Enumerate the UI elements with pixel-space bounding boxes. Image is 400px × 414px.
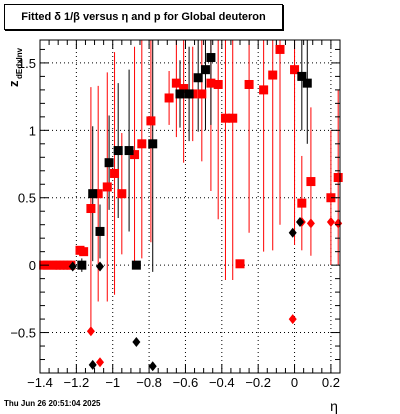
- square-marker: [146, 116, 156, 126]
- diamond-marker: [148, 361, 157, 372]
- square-marker: [171, 78, 181, 88]
- square-marker: [228, 113, 238, 123]
- diamond-marker: [96, 357, 104, 368]
- square-marker: [164, 93, 174, 103]
- diamond-marker: [68, 261, 77, 272]
- square-marker: [179, 84, 189, 94]
- diamond-marker: [86, 326, 95, 337]
- y-axis-label: z: [6, 80, 21, 87]
- diamond-marker: [306, 218, 315, 229]
- square-marker: [131, 260, 141, 270]
- square-marker: [110, 168, 120, 178]
- x-tick-label: 0.2: [322, 375, 340, 390]
- square-marker: [206, 53, 216, 63]
- diamond-marker: [288, 314, 297, 325]
- square-marker: [137, 139, 147, 149]
- y-tick-label: 1.5: [18, 56, 36, 71]
- square-marker: [326, 193, 336, 203]
- x-tick-label: 0: [291, 375, 298, 390]
- square-marker: [235, 259, 245, 269]
- diamond-marker: [326, 217, 335, 228]
- square-marker: [333, 173, 343, 183]
- square-marker: [102, 182, 112, 192]
- square-marker: [197, 89, 207, 99]
- chart-title: Fitted δ 1/β versus η and p for Global d…: [4, 4, 283, 30]
- x-tick-label: −0.8: [136, 375, 162, 390]
- square-marker: [193, 73, 203, 83]
- square-marker: [104, 158, 114, 168]
- square-marker: [113, 146, 123, 156]
- x-tick-label: −1.4: [27, 375, 53, 390]
- square-marker: [297, 198, 307, 208]
- square-marker: [302, 78, 312, 88]
- square-marker: [86, 204, 96, 214]
- square-marker: [184, 89, 194, 99]
- square-marker: [93, 189, 103, 199]
- square-marker: [213, 79, 223, 89]
- x-tick-label: −0.4: [209, 375, 235, 390]
- diamond-marker: [96, 261, 104, 272]
- y-tick-label: −0.5: [10, 326, 36, 341]
- y-tick-label: 1: [29, 123, 36, 138]
- x-tick-label: −1.2: [64, 375, 90, 390]
- error-bars: [43, 40, 339, 330]
- x-tick-label: −0.2: [245, 375, 271, 390]
- diamond-marker: [334, 218, 343, 229]
- square-marker: [220, 113, 230, 123]
- square-marker: [275, 44, 285, 54]
- footer-timestamp: Thu Jun 26 20:51:04 2025: [4, 399, 101, 408]
- plot-frame: [39, 39, 341, 374]
- diamond-marker: [88, 359, 97, 370]
- square-marker: [77, 260, 87, 270]
- square-marker: [130, 150, 140, 160]
- y-tick-label: 0: [29, 258, 36, 273]
- axes: −1.4 −1.2 −1 −0.8 −0.6 −0.4 −0.2 0 0.2 −0.5 0 0.5 1 1…: [10, 39, 341, 390]
- square-marker: [200, 65, 210, 75]
- y-axis-label-group: z dEdxInv: [6, 47, 24, 87]
- x-tick-label: −1: [105, 375, 120, 390]
- diamond-marker: [288, 227, 297, 238]
- x-tick-label: −0.6: [173, 375, 199, 390]
- x-axis-label: η: [330, 398, 338, 414]
- square-marker: [268, 70, 278, 80]
- square-marker: [175, 89, 185, 99]
- diamond-marker: [132, 336, 141, 347]
- square-marker: [124, 146, 134, 156]
- square-marker: [88, 189, 98, 199]
- square-marker: [148, 139, 158, 149]
- square-marker: [79, 247, 89, 257]
- square-marker: [206, 78, 216, 88]
- square-marker: [297, 71, 307, 81]
- data-points: [39, 44, 343, 372]
- square-marker: [306, 177, 316, 187]
- square-marker: [259, 85, 269, 95]
- square-marker: [95, 226, 105, 236]
- y-tick-label: 0.5: [18, 191, 36, 206]
- y-axis-label-sub: dEdxInv: [15, 47, 24, 79]
- square-marker: [290, 65, 300, 75]
- diamond-marker: [296, 217, 304, 228]
- square-marker: [244, 79, 254, 89]
- square-marker: [117, 189, 127, 199]
